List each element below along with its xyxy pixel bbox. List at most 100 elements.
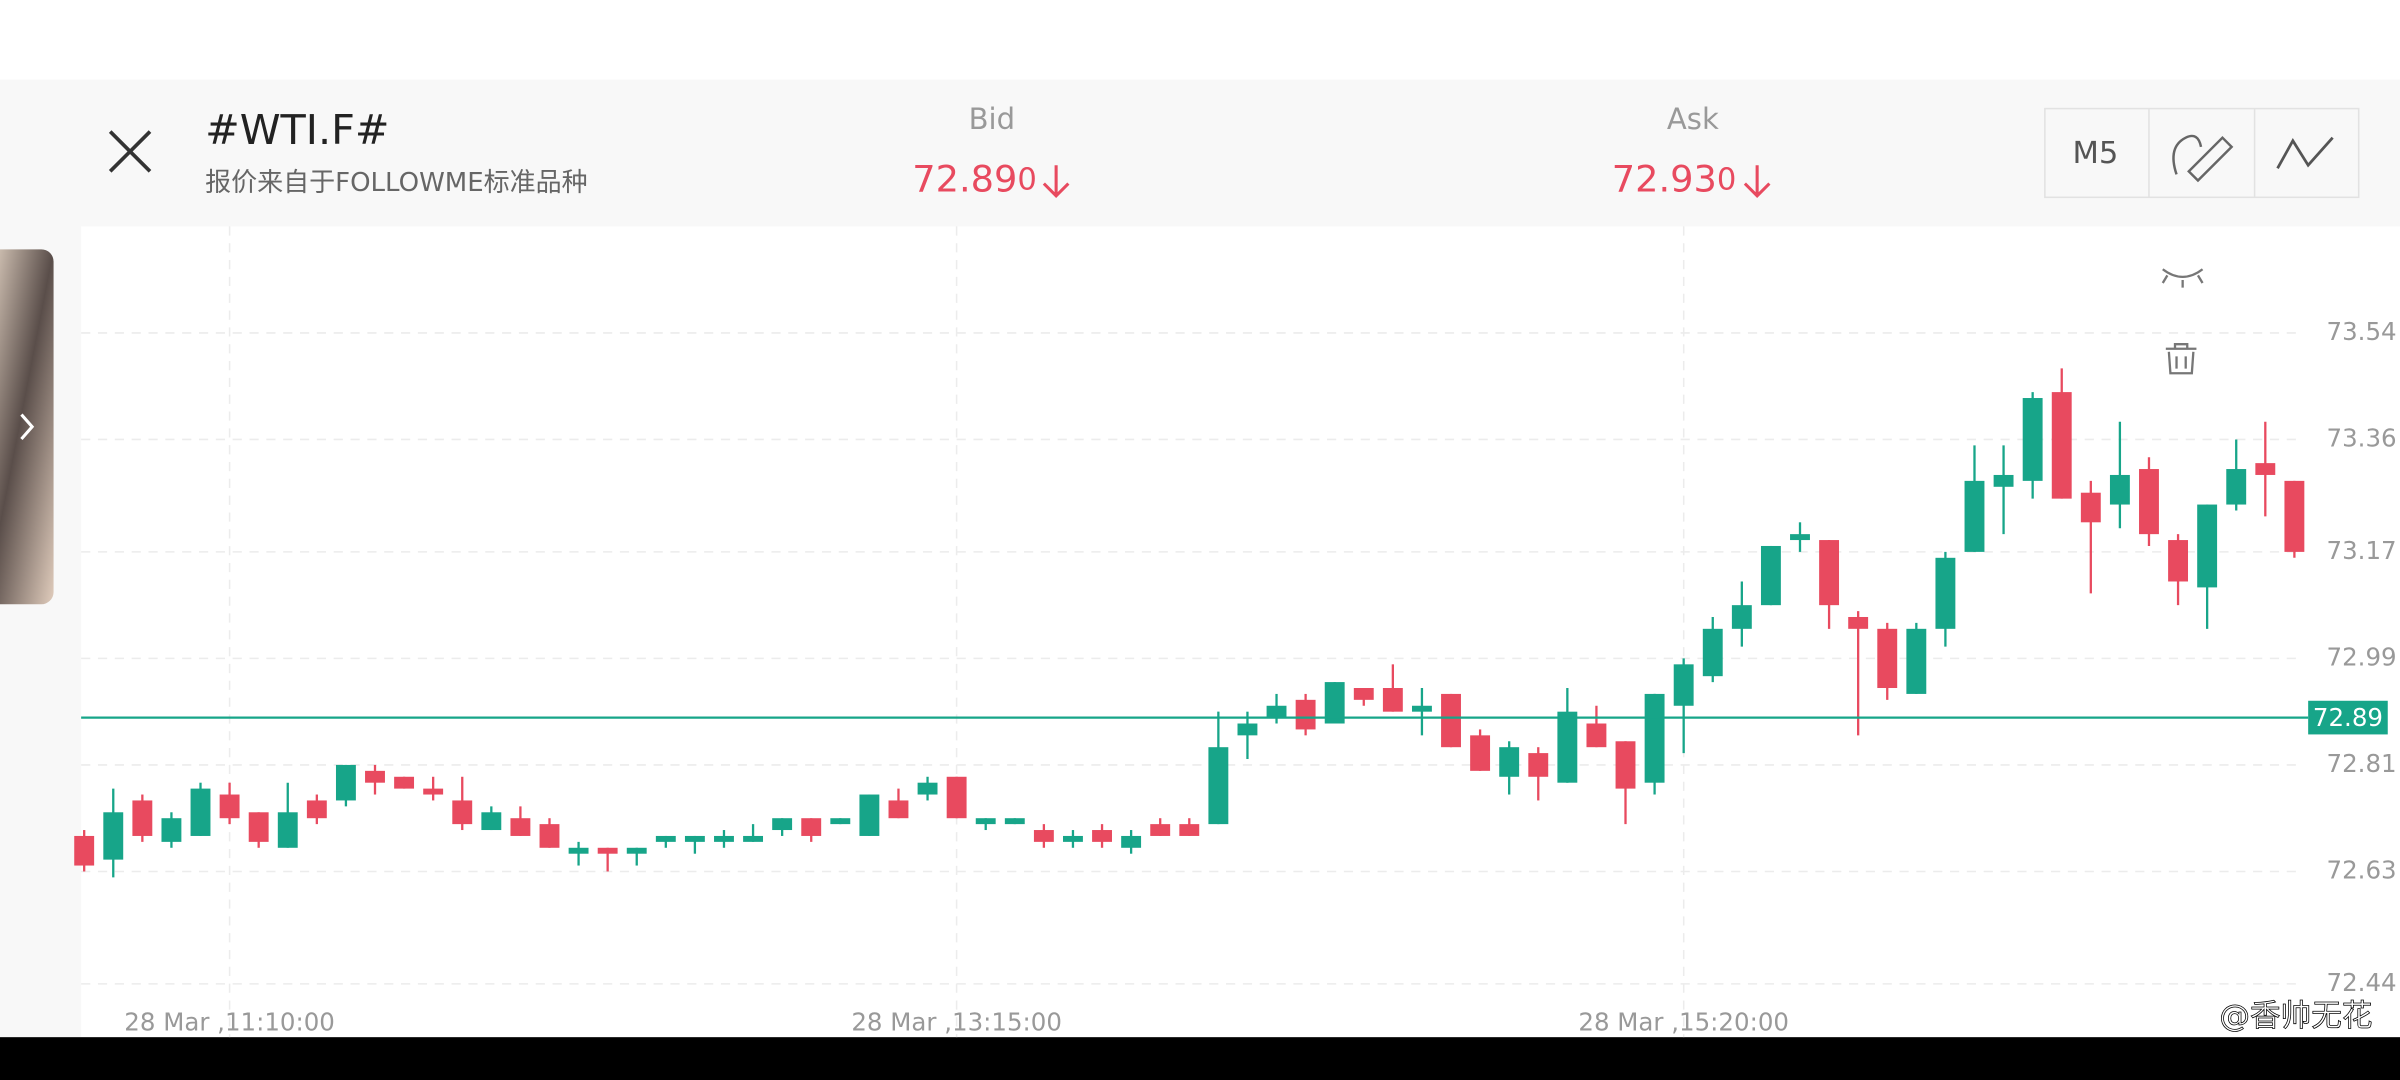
- bid-price: 72.890: [912, 157, 1037, 200]
- x-tick-label: 28 Mar ,15:20:00: [1578, 1007, 1789, 1036]
- candle-body: [1382, 688, 1403, 712]
- ask-tail: 0: [1717, 162, 1736, 197]
- candle-body: [365, 770, 385, 783]
- candle-body: [2226, 469, 2247, 505]
- candle-body: [1470, 735, 1491, 771]
- candle-body: [975, 818, 996, 825]
- candle-body: [394, 776, 415, 789]
- candle-body: [568, 847, 589, 854]
- current-price-tag: [2308, 700, 2388, 735]
- y-tick-label: 72.44: [2327, 968, 2397, 997]
- candle-body: [161, 818, 182, 842]
- candle-body: [1150, 824, 1171, 836]
- candle-body: [510, 818, 531, 836]
- candle-body: [1906, 628, 1927, 694]
- candle-body: [481, 812, 502, 831]
- candle-body: [1644, 693, 1665, 783]
- y-tick-label: 73.54: [2327, 317, 2397, 346]
- candle-body: [2255, 463, 2276, 475]
- candle-body: [1935, 557, 1956, 629]
- candle-body: [772, 818, 793, 831]
- candle-body: [1063, 835, 1083, 842]
- candle-body: [2051, 392, 2072, 499]
- candle-body: [1004, 818, 1025, 825]
- candle-body: [888, 800, 909, 819]
- indicator-button[interactable]: [2276, 136, 2334, 169]
- bid-down-arrow: [1042, 165, 1070, 198]
- candle-body: [1615, 741, 1636, 789]
- candle-body: [2109, 474, 2130, 505]
- candle-body: [103, 812, 124, 860]
- candle-body: [946, 776, 967, 819]
- candle-body: [597, 847, 618, 854]
- candle-body: [132, 800, 153, 836]
- candle-body: [74, 835, 95, 866]
- toolbar-frame: [2044, 107, 2360, 199]
- candle-body: [830, 818, 851, 825]
- candle-body: [539, 824, 560, 848]
- candle-body: [1848, 616, 1869, 629]
- candle-body: [714, 835, 734, 842]
- plot: 73.54 73.36 73.17 72.99 72.81 72.63 72.44 28 Ma…: [74, 226, 2397, 1038]
- y-tick-label: 72.81: [2327, 749, 2397, 778]
- side-panel-handle[interactable]: [0, 249, 54, 605]
- x-tick-label: 28 Mar ,13:15:00: [851, 1007, 1062, 1036]
- candle-body: [219, 794, 240, 819]
- chevron-icon: [20, 413, 35, 441]
- candle-body: [1033, 830, 1054, 842]
- close-icon: [108, 130, 152, 173]
- candle-body: [2168, 540, 2189, 582]
- candle-body: [1237, 723, 1258, 736]
- y-tick-label: 73.36: [2327, 423, 2397, 452]
- timeframe-button[interactable]: M5: [2072, 136, 2118, 171]
- candle-body: [801, 818, 822, 836]
- close-button[interactable]: [108, 130, 152, 173]
- watermark: @香帅无花: [2219, 999, 2372, 1034]
- candle-body: [1993, 474, 2014, 487]
- symbol-title: #WTI.F#: [205, 106, 389, 154]
- ask-main: 72.93: [1612, 157, 1717, 200]
- hide-drawings-button[interactable]: [2161, 268, 2204, 288]
- status-bar: [0, 0, 2400, 80]
- delete-drawings-button[interactable]: [2165, 343, 2197, 375]
- candle-body: [1557, 711, 1578, 783]
- y-tick-label: 73.17: [2327, 536, 2397, 565]
- bid-main: 72.89: [912, 157, 1017, 200]
- ask-down-arrow: [1743, 165, 1771, 198]
- candle-body: [1208, 747, 1229, 825]
- candle-body: [1092, 830, 1112, 842]
- candle-body: [1702, 628, 1723, 677]
- candle-body: [1586, 723, 1607, 748]
- candle-body: [2080, 492, 2101, 523]
- candle-body: [1179, 824, 1200, 836]
- draw-tool-button[interactable]: [2172, 134, 2234, 183]
- quote-source: 报价来自于FOLLOWME标准品种: [205, 168, 588, 198]
- candle-body: [655, 835, 676, 842]
- candle-body: [1819, 540, 1840, 606]
- candle-body: [1324, 682, 1345, 724]
- y-tick-label: 72.99: [2327, 642, 2397, 671]
- toolbar: M5: [2044, 107, 2360, 199]
- x-tick-label: 28 Mar ,11:10:00: [124, 1007, 335, 1036]
- candle-body: [1295, 699, 1316, 730]
- bid-label: Bid: [969, 102, 1015, 136]
- candle-body: [1877, 628, 1898, 689]
- ask-label: Ask: [1667, 102, 1719, 136]
- candle-body: [335, 764, 356, 801]
- candle-body: [1731, 605, 1752, 629]
- candle-body: [1441, 693, 1461, 748]
- candle-body: [1411, 705, 1432, 712]
- candle-body: [248, 812, 269, 842]
- chart-area: [81, 226, 2400, 1038]
- candle-body: [2284, 480, 2305, 552]
- candle-body: [2022, 398, 2043, 481]
- ask-price: 72.930: [1612, 157, 1737, 200]
- bid-tail: 0: [1017, 162, 1036, 197]
- y-tick-label: 72.63: [2327, 855, 2397, 884]
- candle-body: [626, 847, 647, 854]
- candle-body: [277, 812, 298, 848]
- candle-body: [743, 835, 764, 842]
- candle-body: [1528, 753, 1549, 777]
